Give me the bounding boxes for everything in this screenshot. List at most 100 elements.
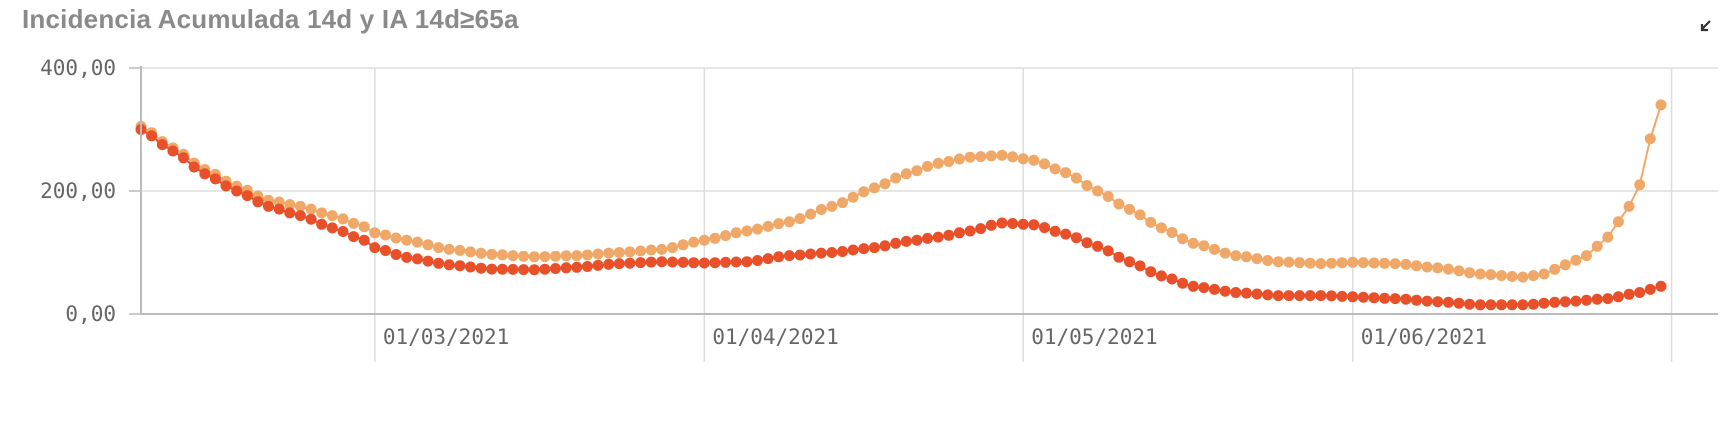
data-point-ia14d[interactable]: [1421, 261, 1433, 273]
data-point-ia14d[interactable]: [390, 232, 402, 244]
data-point-ia14d65[interactable]: [348, 231, 360, 243]
data-point-ia14d65[interactable]: [326, 222, 338, 234]
data-point-ia14d[interactable]: [1187, 237, 1199, 249]
data-point-ia14d65[interactable]: [539, 263, 551, 275]
data-point-ia14d65[interactable]: [401, 251, 413, 263]
data-point-ia14d[interactable]: [358, 221, 370, 233]
data-point-ia14d65[interactable]: [1315, 290, 1327, 302]
data-point-ia14d[interactable]: [1240, 251, 1252, 263]
data-point-ia14d[interactable]: [1262, 255, 1274, 266]
data-point-ia14d65[interactable]: [1347, 291, 1359, 303]
data-point-ia14d65[interactable]: [1474, 299, 1486, 311]
data-point-ia14d[interactable]: [1485, 269, 1497, 281]
data-point-ia14d[interactable]: [741, 225, 753, 237]
data-point-ia14d65[interactable]: [1357, 291, 1369, 303]
data-point-ia14d[interactable]: [1049, 163, 1061, 175]
data-point-ia14d65[interactable]: [518, 264, 530, 276]
data-point-ia14d[interactable]: [507, 250, 519, 262]
data-point-ia14d[interactable]: [1400, 258, 1412, 270]
data-point-ia14d65[interactable]: [1049, 225, 1061, 237]
data-point-ia14d65[interactable]: [1209, 283, 1220, 295]
data-point-ia14d65[interactable]: [358, 234, 370, 246]
data-point-ia14d[interactable]: [1209, 243, 1220, 255]
data-point-ia14d[interactable]: [326, 210, 338, 222]
data-point-ia14d[interactable]: [518, 250, 530, 262]
data-point-ia14d[interactable]: [773, 218, 785, 230]
data-point-ia14d65[interactable]: [868, 242, 880, 254]
data-point-ia14d65[interactable]: [592, 259, 604, 271]
data-point-ia14d[interactable]: [411, 236, 423, 248]
data-point-ia14d65[interactable]: [964, 225, 976, 237]
data-point-ia14d65[interactable]: [826, 247, 838, 258]
data-point-ia14d65[interactable]: [1081, 237, 1093, 249]
data-point-ia14d65[interactable]: [209, 173, 221, 185]
data-point-ia14d[interactable]: [1134, 209, 1146, 221]
data-point-ia14d[interactable]: [985, 150, 997, 162]
data-point-ia14d65[interactable]: [486, 263, 498, 275]
data-point-ia14d65[interactable]: [167, 145, 179, 157]
data-point-ia14d65[interactable]: [1506, 299, 1518, 311]
data-point-ia14d65[interactable]: [815, 247, 827, 259]
data-point-ia14d[interactable]: [847, 191, 859, 203]
data-point-ia14d[interactable]: [1549, 263, 1561, 275]
data-point-ia14d[interactable]: [1326, 257, 1337, 269]
data-point-ia14d[interactable]: [1230, 250, 1242, 262]
data-point-ia14d[interactable]: [1570, 254, 1582, 266]
data-point-ia14d65[interactable]: [1102, 245, 1114, 257]
data-point-ia14d65[interactable]: [252, 196, 264, 208]
data-point-ia14d[interactable]: [603, 247, 615, 259]
data-point-ia14d[interactable]: [964, 151, 976, 163]
data-point-ia14d[interactable]: [592, 248, 604, 260]
data-point-ia14d[interactable]: [1496, 270, 1507, 282]
data-point-ia14d65[interactable]: [645, 256, 657, 268]
data-point-ia14d[interactable]: [1538, 268, 1550, 280]
data-point-ia14d65[interactable]: [1517, 299, 1529, 311]
data-point-ia14d[interactable]: [1070, 172, 1082, 184]
data-point-ia14d65[interactable]: [528, 264, 540, 276]
data-point-ia14d[interactable]: [1474, 268, 1486, 280]
data-point-ia14d[interactable]: [1644, 133, 1656, 145]
data-point-ia14d65[interactable]: [1166, 273, 1178, 285]
data-point-ia14d65[interactable]: [953, 227, 965, 239]
data-point-ia14d65[interactable]: [1028, 219, 1040, 231]
data-point-ia14d65[interactable]: [1007, 218, 1019, 229]
data-point-ia14d[interactable]: [348, 217, 360, 229]
data-point-ia14d[interactable]: [316, 207, 328, 219]
data-point-ia14d[interactable]: [1602, 231, 1614, 243]
data-point-ia14d[interactable]: [422, 239, 434, 251]
data-point-ia14d65[interactable]: [443, 259, 455, 271]
data-point-ia14d65[interactable]: [783, 250, 795, 262]
data-point-ia14d65[interactable]: [1379, 292, 1391, 304]
data-point-ia14d[interactable]: [783, 216, 795, 228]
data-point-ia14d65[interactable]: [581, 261, 593, 272]
data-point-ia14d[interactable]: [1453, 265, 1465, 277]
data-point-ia14d65[interactable]: [188, 161, 200, 173]
data-point-ia14d[interactable]: [698, 234, 710, 246]
data-point-ia14d65[interactable]: [1294, 290, 1306, 302]
data-point-ia14d65[interactable]: [603, 258, 615, 270]
data-point-ia14d65[interactable]: [1198, 282, 1210, 294]
data-point-ia14d65[interactable]: [1262, 289, 1274, 301]
data-point-ia14d65[interactable]: [667, 256, 678, 268]
data-point-ia14d[interactable]: [550, 250, 561, 262]
data-point-ia14d65[interactable]: [1612, 291, 1624, 303]
data-point-ia14d[interactable]: [454, 244, 466, 256]
data-point-ia14d65[interactable]: [422, 255, 434, 267]
data-point-ia14d65[interactable]: [1240, 287, 1252, 299]
data-point-ia14d[interactable]: [720, 230, 732, 242]
data-point-ia14d65[interactable]: [550, 263, 561, 274]
data-point-ia14d[interactable]: [1081, 180, 1093, 191]
data-point-ia14d65[interactable]: [1145, 266, 1157, 278]
data-point-ia14d[interactable]: [1634, 179, 1646, 191]
data-point-ia14d[interactable]: [1411, 260, 1422, 272]
data-point-ia14d[interactable]: [709, 232, 721, 244]
data-point-ia14d[interactable]: [752, 223, 763, 235]
data-point-ia14d[interactable]: [667, 242, 678, 254]
data-point-ia14d65[interactable]: [900, 235, 912, 247]
data-point-ia14d[interactable]: [1527, 270, 1539, 282]
data-point-ia14d65[interactable]: [1060, 228, 1072, 240]
data-point-ia14d65[interactable]: [975, 223, 987, 235]
data-point-ia14d65[interactable]: [1453, 297, 1465, 309]
data-point-ia14d[interactable]: [943, 156, 955, 167]
data-point-ia14d[interactable]: [1379, 257, 1391, 269]
